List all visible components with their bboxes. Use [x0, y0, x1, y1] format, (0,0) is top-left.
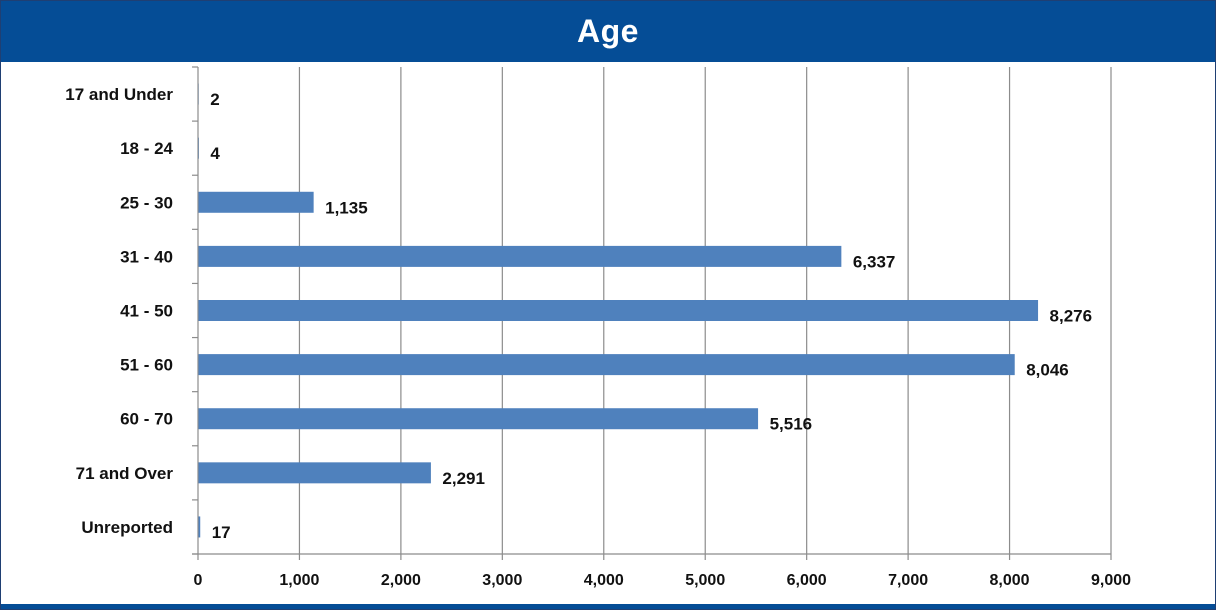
bar	[198, 191, 314, 213]
x-tick-label: 2,000	[381, 572, 421, 589]
bottom-bar	[1, 604, 1215, 609]
data-label: 4	[210, 144, 220, 163]
x-tick-label: 5,000	[685, 572, 725, 589]
title-bar: Age	[1, 1, 1215, 62]
category-label: 17 and Under	[65, 85, 173, 104]
x-tick-label: 4,000	[584, 572, 624, 589]
data-label: 2	[210, 90, 219, 109]
category-label: 60 - 70	[120, 410, 173, 429]
category-label: 25 - 30	[120, 193, 173, 212]
data-label: 5,516	[770, 415, 813, 434]
x-tick-label: 7,000	[888, 572, 928, 589]
chart-title: Age	[577, 13, 639, 49]
bar	[198, 462, 431, 484]
x-tick-label: 8,000	[990, 572, 1030, 589]
data-label: 2,291	[442, 469, 485, 488]
x-tick-label: 6,000	[787, 572, 827, 589]
category-label: 31 - 40	[120, 247, 173, 266]
data-label: 8,276	[1050, 307, 1093, 326]
category-label: 71 and Over	[76, 464, 174, 483]
bar	[198, 300, 1039, 321]
data-label: 17	[212, 523, 231, 542]
data-label: 6,337	[853, 252, 896, 271]
x-tick-label: 1,000	[279, 572, 319, 589]
bar	[198, 516, 201, 538]
data-label: 8,046	[1026, 361, 1069, 380]
category-label: Unreported	[81, 518, 173, 537]
bar	[198, 408, 759, 430]
category-label: 51 - 60	[120, 356, 173, 375]
x-tick-label: 0	[194, 572, 203, 589]
bar	[198, 245, 842, 267]
bar	[198, 354, 1015, 376]
x-tick-label: 3,000	[482, 572, 522, 589]
x-tick-label: 9,000	[1091, 572, 1131, 589]
data-label: 1,135	[325, 198, 368, 217]
category-label: 18 - 24	[120, 139, 173, 158]
category-label: 41 - 50	[120, 302, 173, 321]
